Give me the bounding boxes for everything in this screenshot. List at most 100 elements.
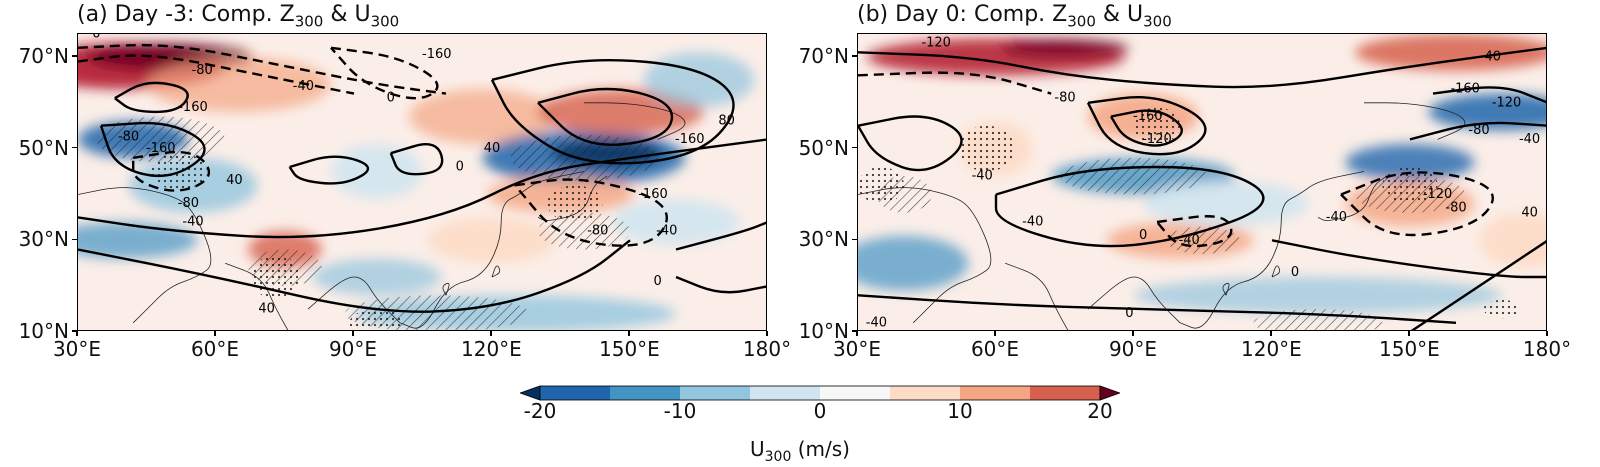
positive-contour <box>288 155 369 185</box>
contour-label: 0 <box>92 34 100 42</box>
colorbar-tick-label: -10 <box>663 399 697 423</box>
positive-contour <box>1086 95 1207 156</box>
positive-contour <box>1109 109 1183 147</box>
coastline <box>78 187 212 324</box>
contour-label: 0 <box>1139 228 1147 243</box>
contour-label: -40 <box>656 224 677 239</box>
hatched-region <box>96 116 226 163</box>
coastline <box>491 265 501 278</box>
x-tick-label: 30°E <box>52 337 102 361</box>
wind-anomaly-region <box>312 258 442 296</box>
positive-contour <box>78 138 766 239</box>
significance-markers <box>96 116 658 330</box>
wind-anomaly-region <box>538 89 704 135</box>
contour-label: -120 <box>1492 95 1522 110</box>
wind-anomaly-region <box>1143 180 1309 227</box>
x-tick-label: 60°E <box>190 337 240 361</box>
wind-anomaly-region <box>427 217 557 264</box>
positive-contour <box>114 81 189 114</box>
wind-anomaly-region <box>147 56 331 112</box>
wind-anomaly-region <box>409 89 557 145</box>
contour-label: -120 <box>921 36 951 51</box>
contour-label: -80 <box>1445 201 1466 216</box>
y-tick-mark <box>72 238 77 241</box>
wind-anomaly-region <box>1354 34 1546 71</box>
contour-label: -160 <box>178 100 208 115</box>
contour-label: -40 <box>1326 210 1347 225</box>
x-tick-label: 150°E <box>1379 337 1440 361</box>
contour-label: -40 <box>1519 132 1540 147</box>
height-contours <box>858 46 1546 330</box>
negative-contour <box>330 46 439 100</box>
x-tick-mark <box>856 331 858 336</box>
x-tick-mark <box>994 331 996 336</box>
hatched-region <box>538 212 630 250</box>
contour-label: -80 <box>1054 91 1075 106</box>
wind-anomaly-region <box>1428 93 1546 131</box>
stippled-region <box>959 125 1015 172</box>
x-tick-label: 30°E <box>832 337 882 361</box>
x-tick-mark <box>628 331 630 336</box>
y-tick-label: 50°N <box>798 135 849 160</box>
contour-label: -80 <box>118 130 139 145</box>
contour-label: 80 <box>718 114 735 129</box>
coastline <box>442 282 450 296</box>
y-tick-label: 50°N <box>18 135 69 160</box>
contour-label: 0 <box>387 91 395 106</box>
positive-contour <box>1432 86 1546 104</box>
y-tick-mark <box>852 238 857 241</box>
contour-label: -160 <box>146 141 176 156</box>
colorbar-segment <box>960 386 1030 400</box>
y-tick-mark <box>852 55 857 57</box>
contour-label: 0 <box>653 274 661 289</box>
wind-anomaly-region <box>1000 38 1130 57</box>
stippled-region <box>547 185 603 222</box>
x-tick-mark <box>1546 331 1548 336</box>
panel-b-map: -120 -80 40 -160 -120 -40 -40 0 -40 -160 -120 -80 -4… <box>857 33 1547 331</box>
x-tick-mark <box>1132 331 1134 336</box>
negative-contour <box>132 150 211 192</box>
contour-label: 40 <box>1485 49 1502 64</box>
contour-label: 40 <box>484 141 501 156</box>
contour-label: -80 <box>1468 123 1489 138</box>
colorbar-segment <box>680 386 750 400</box>
contour-label: -160 <box>422 47 452 62</box>
stippled-region <box>1483 299 1521 319</box>
negative-contour <box>514 178 668 247</box>
colorbar-tick-label: 20 <box>1087 399 1113 423</box>
wind-anomaly-region <box>643 52 755 108</box>
x-tick-mark <box>490 331 492 336</box>
y-tick-label: 70°N <box>798 43 849 68</box>
contour-label: -80 <box>178 196 199 211</box>
contour-label: -40 <box>293 79 314 94</box>
y-tick-mark <box>72 330 77 332</box>
positive-contour <box>490 58 735 165</box>
contour-label: 40 <box>226 173 243 188</box>
colorbar <box>520 385 1120 401</box>
coastline <box>1222 282 1230 296</box>
positive-contour <box>994 165 1265 248</box>
positive-contour <box>78 239 631 313</box>
colorbar-tick-label: -20 <box>523 399 557 423</box>
contour-label: -160 <box>1450 82 1480 97</box>
colorbar-segment <box>610 386 680 400</box>
stippled-region <box>349 309 405 330</box>
significance-markers <box>858 107 1521 330</box>
x-tick-label: 90°E <box>1108 337 1158 361</box>
positive-contour <box>675 221 766 251</box>
wind-anomaly-region <box>331 144 423 200</box>
coastline <box>1364 102 1466 140</box>
hatched-region <box>1166 226 1240 255</box>
colorbar-tick-label: 10 <box>947 399 973 423</box>
contour-label: -40 <box>1022 214 1043 229</box>
x-tick-mark <box>76 331 78 336</box>
x-tick-mark <box>766 331 768 336</box>
contour-label: -160 <box>638 187 668 202</box>
stippled-region <box>858 166 904 204</box>
contour-label: -40 <box>1179 233 1200 248</box>
negative-contour <box>78 54 355 95</box>
colorbar-extend-max <box>1099 385 1120 401</box>
positive-contour <box>537 87 674 146</box>
coastline <box>1005 262 1069 330</box>
